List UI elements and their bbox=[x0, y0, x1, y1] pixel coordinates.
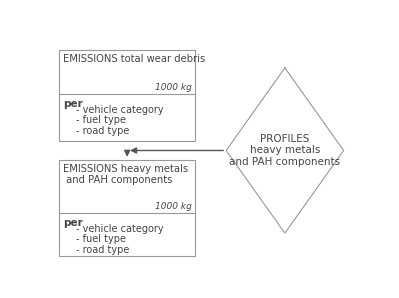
Bar bbox=[59, 160, 195, 256]
Text: - fuel type: - fuel type bbox=[76, 235, 126, 244]
Text: EMISSIONS total wear debris: EMISSIONS total wear debris bbox=[63, 54, 206, 64]
Text: 1000 kg: 1000 kg bbox=[155, 83, 192, 92]
Text: per: per bbox=[63, 218, 83, 228]
Text: 1000 kg: 1000 kg bbox=[155, 202, 192, 211]
Polygon shape bbox=[226, 68, 344, 233]
Text: - road type: - road type bbox=[76, 126, 130, 136]
Text: - vehicle category: - vehicle category bbox=[76, 105, 164, 115]
Text: EMISSIONS heavy metals
 and PAH components: EMISSIONS heavy metals and PAH component… bbox=[63, 164, 189, 185]
Text: PROFILES
heavy metals
and PAH components: PROFILES heavy metals and PAH components bbox=[229, 134, 340, 167]
Text: - road type: - road type bbox=[76, 245, 130, 255]
Text: - vehicle category: - vehicle category bbox=[76, 224, 164, 234]
Bar bbox=[59, 49, 195, 141]
Text: per: per bbox=[63, 99, 83, 109]
Text: - fuel type: - fuel type bbox=[76, 115, 126, 125]
